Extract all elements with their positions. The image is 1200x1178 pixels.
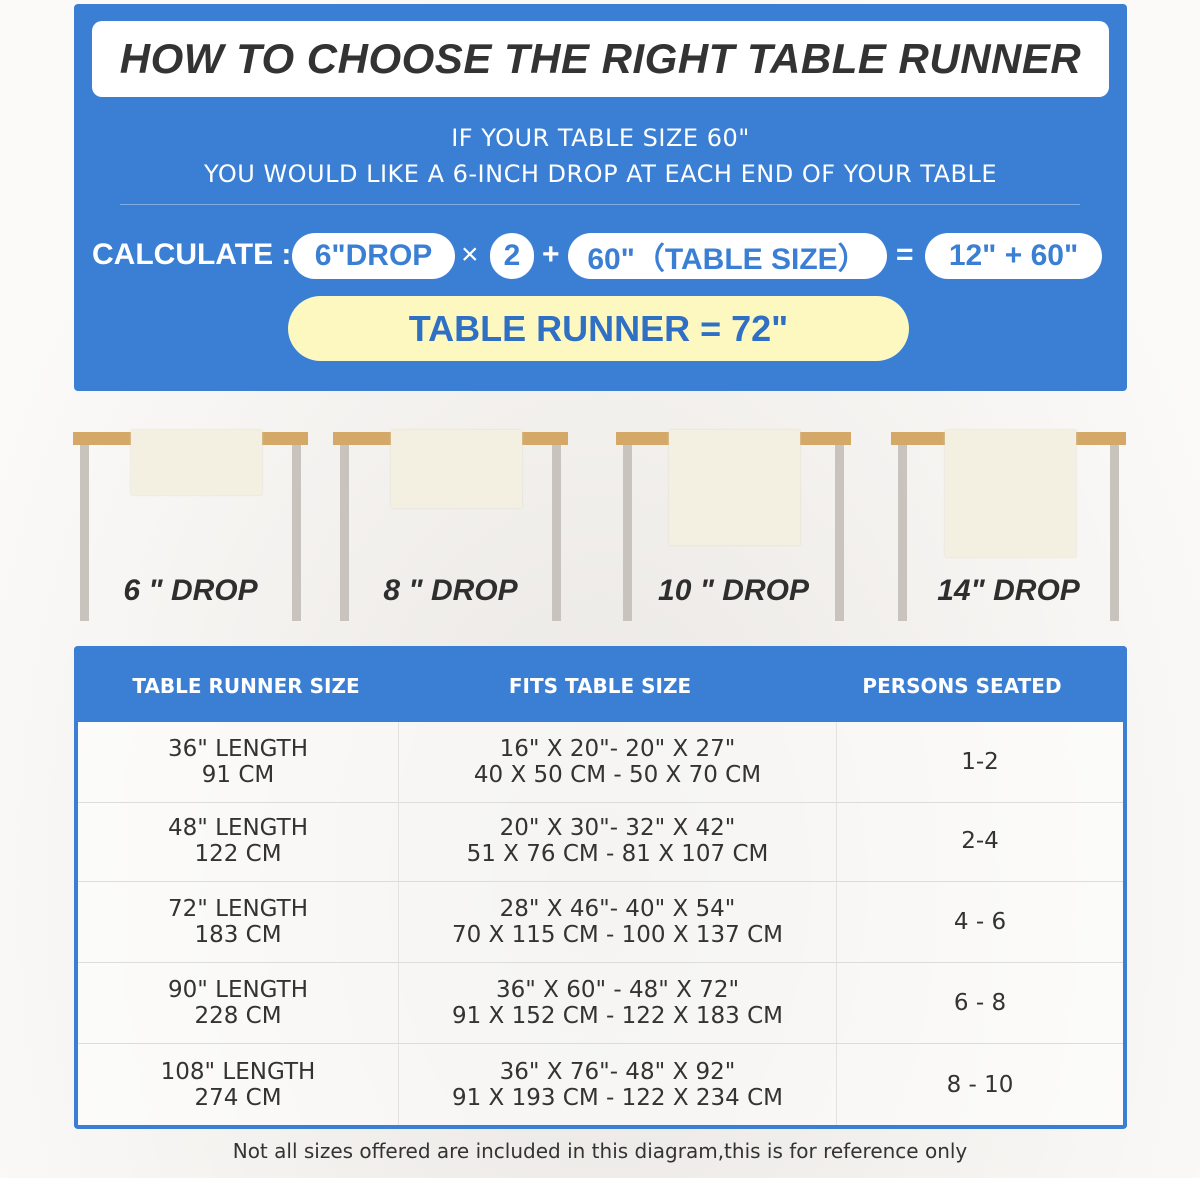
size-cm: 274 CM	[194, 1084, 282, 1111]
table-leg	[292, 445, 301, 621]
fits-cell: 36" X 60" - 48" X 72" 91 X 152 CM - 122 X…	[399, 963, 837, 1043]
table-size-pill: 60"（TABLE SIZE）	[568, 233, 887, 279]
drop-label: 6 " DROP	[123, 574, 258, 607]
divider	[120, 204, 1080, 205]
equals-sign: =	[896, 238, 914, 271]
fits-inches: 20" X 30"- 32" X 42"	[499, 815, 736, 841]
size-inches: 36" LENGTH	[167, 736, 309, 762]
fits-cm: 70 X 115 CM - 100 X 137 CM	[451, 922, 784, 948]
fits-inches: 36" X 76"- 48" X 92"	[499, 1058, 736, 1085]
fits-cell: 20" X 30"- 32" X 42" 51 X 76 CM - 81 X 10…	[399, 801, 837, 881]
table-row: 36" LENGTH 91 CM 16" X 20"- 20" X 27" 40 X…	[78, 722, 1123, 803]
size-inches: 90" LENGTH	[167, 977, 309, 1003]
drop-label: 8 " DROP	[383, 574, 518, 607]
fits-cm: 91 X 193 CM - 122 X 234 CM	[451, 1084, 784, 1111]
table-leg	[898, 445, 907, 621]
fits-cm: 91 X 152 CM - 122 X 183 CM	[451, 1003, 784, 1029]
runner-size-cell: 90" LENGTH 228 CM	[78, 963, 399, 1043]
runner-drop	[669, 430, 800, 545]
persons-cell: 6 - 8	[953, 990, 1007, 1016]
header-fits-table: FITS TABLE SIZE	[508, 674, 692, 698]
table-leg	[1110, 445, 1119, 621]
table-leg	[340, 445, 349, 621]
table-leg	[623, 445, 632, 621]
page-title: HOW TO CHOOSE THE RIGHT TABLE RUNNER	[119, 35, 1082, 82]
table-row: 48" LENGTH 122 CM 20" X 30"- 32" X 42" 51 …	[78, 801, 1123, 882]
drop-label: 10 " DROP	[658, 574, 809, 607]
table-row: 108" LENGTH 274 CM 36" X 76"- 48" X 92" 91…	[78, 1044, 1123, 1125]
persons-cell: 8 - 10	[946, 1071, 1014, 1098]
footnote: Not all sizes offered are included in th…	[232, 1139, 968, 1163]
persons-cell: 2-4	[961, 828, 999, 854]
table-leg	[835, 445, 844, 621]
fits-cm: 40 X 50 CM - 50 X 70 CM	[473, 762, 762, 788]
sum-pill: 12" + 60"	[925, 233, 1102, 279]
runner-size-cell: 108" LENGTH 274 CM	[78, 1044, 399, 1125]
fits-inches: 16" X 20"- 20" X 27"	[499, 736, 736, 762]
table-header	[74, 646, 1127, 722]
header-runner-size: TABLE RUNNER SIZE	[132, 674, 360, 698]
size-table	[74, 646, 1127, 1129]
runner-size-cell: 72" LENGTH 183 CM	[78, 882, 399, 962]
table-row: 72" LENGTH 183 CM 28" X 46"- 40" X 54" 70 …	[78, 882, 1123, 963]
runner-drop	[131, 430, 262, 495]
persons-cell: 4 - 6	[953, 909, 1007, 935]
size-inches: 48" LENGTH	[167, 815, 309, 841]
table-leg	[552, 445, 561, 621]
header-persons: PERSONS SEATED	[862, 674, 1062, 698]
result-pill: TABLE RUNNER = 72"	[288, 296, 909, 361]
intro-line-1: IF YOUR TABLE SIZE 60"	[451, 124, 750, 152]
intro-line-2: YOU WOULD LIKE A 6-INCH DROP AT EACH END…	[204, 160, 997, 188]
fits-cm: 51 X 76 CM - 81 X 107 CM	[466, 841, 769, 867]
size-cm: 228 CM	[194, 1003, 282, 1029]
size-cm: 183 CM	[194, 922, 282, 948]
runner-size-cell: 48" LENGTH 122 CM	[78, 801, 399, 881]
table-leg	[80, 445, 89, 621]
calculate-label: CALCULATE :	[92, 238, 292, 271]
size-inches: 72" LENGTH	[167, 896, 309, 922]
title-box: HOW TO CHOOSE THE RIGHT TABLE RUNNER	[92, 21, 1109, 97]
size-cm: 122 CM	[194, 841, 282, 867]
fits-cell: 16" X 20"- 20" X 27" 40 X 50 CM - 50 X 70…	[399, 722, 837, 802]
runner-drop	[945, 430, 1076, 557]
fits-inches: 36" X 60" - 48" X 72"	[495, 977, 740, 1003]
multiplier-pill: 2	[490, 233, 534, 279]
fits-cell: 36" X 76"- 48" X 92" 91 X 193 CM - 122 X …	[399, 1044, 837, 1125]
fits-cell: 28" X 46"- 40" X 54" 70 X 115 CM - 100 X …	[399, 882, 837, 962]
plus-sign: +	[542, 238, 560, 271]
runner-size-cell: 36" LENGTH 91 CM	[78, 722, 399, 802]
size-cm: 91 CM	[201, 762, 275, 788]
size-inches: 108" LENGTH	[160, 1058, 316, 1085]
runner-drop	[391, 430, 522, 508]
drop-pill: 6"DROP	[292, 233, 455, 279]
table-row: 90" LENGTH 228 CM 36" X 60" - 48" X 72" 91…	[78, 963, 1123, 1044]
fits-inches: 28" X 46"- 40" X 54"	[499, 896, 736, 922]
drop-label: 14" DROP	[937, 574, 1080, 607]
times-sign: ×	[461, 238, 479, 271]
persons-cell: 1-2	[961, 749, 999, 775]
